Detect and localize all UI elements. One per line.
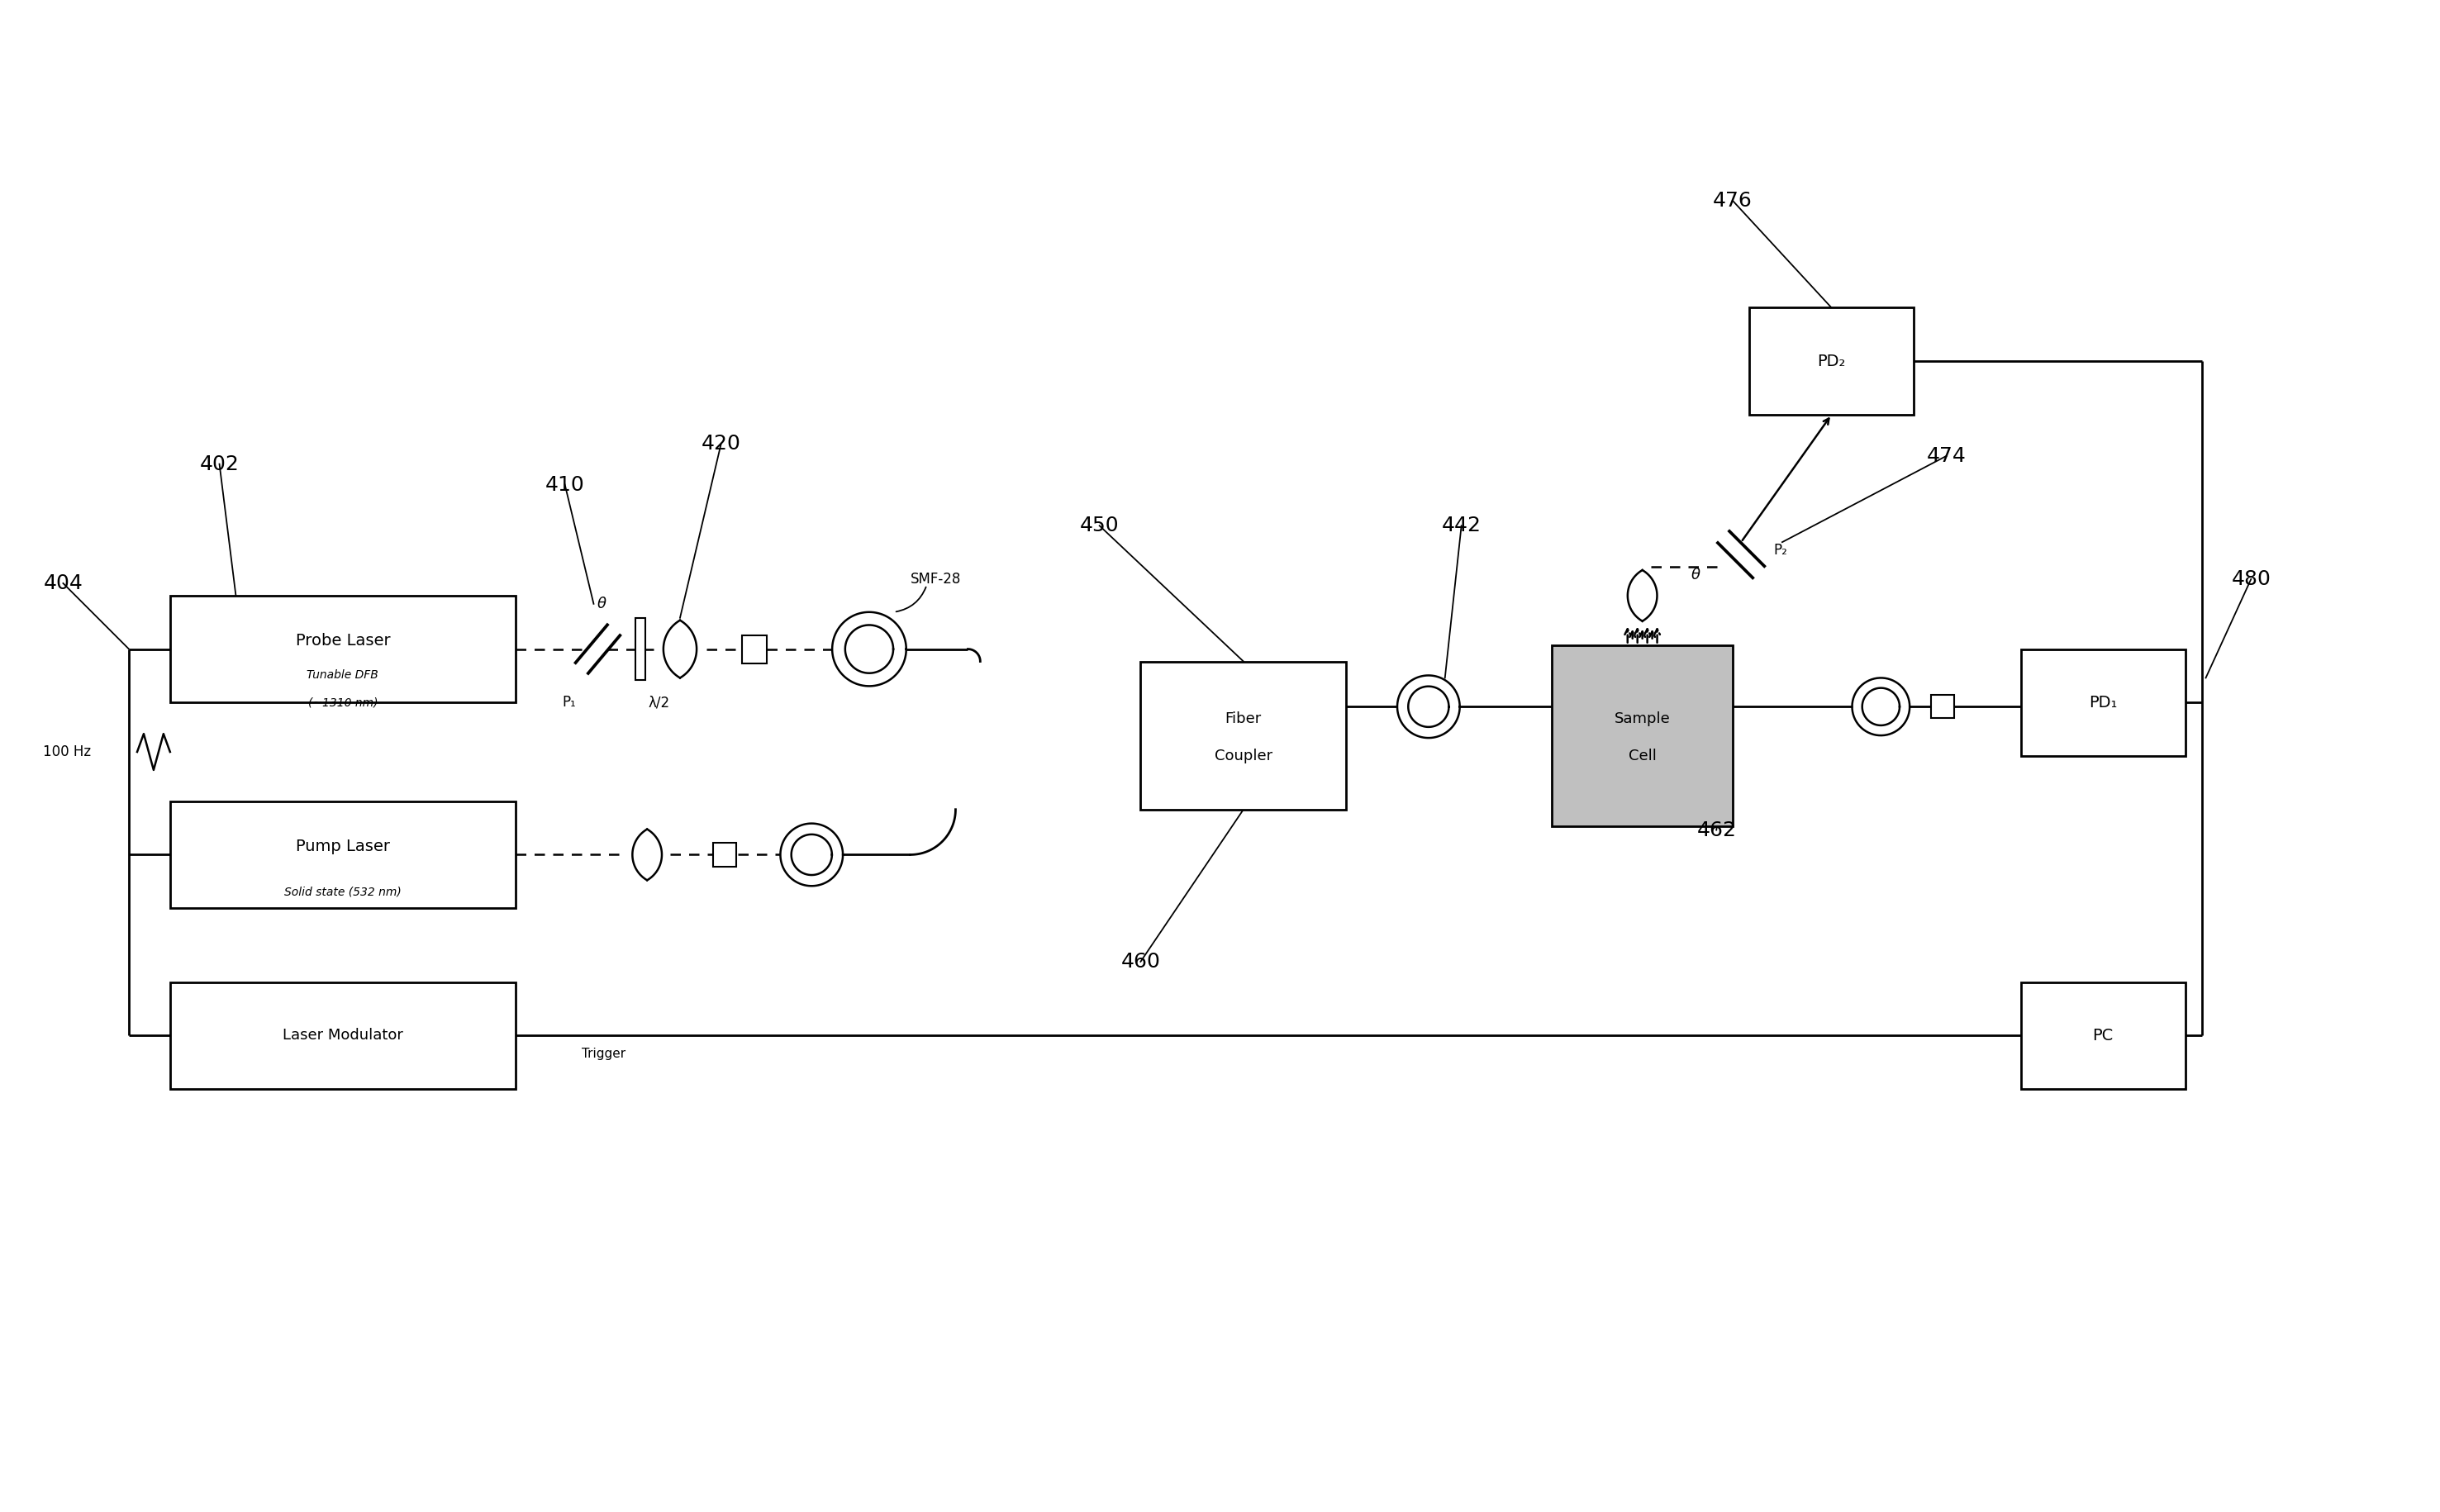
Text: 100 Hz: 100 Hz — [44, 744, 90, 759]
Text: λ/2: λ/2 — [649, 696, 669, 711]
FancyBboxPatch shape — [1552, 646, 1732, 826]
FancyBboxPatch shape — [742, 635, 766, 664]
Text: 410: 410 — [544, 475, 586, 494]
Text: 476: 476 — [1713, 191, 1752, 210]
Text: 420: 420 — [700, 434, 742, 454]
Text: P₁: P₁ — [561, 696, 576, 711]
Text: 404: 404 — [44, 573, 83, 593]
Text: Tunable DFB: Tunable DFB — [307, 670, 378, 682]
Text: $\theta$: $\theta$ — [1691, 567, 1701, 582]
Text: (~1310 nm): (~1310 nm) — [307, 697, 378, 708]
Text: 480: 480 — [2230, 569, 2272, 590]
FancyBboxPatch shape — [171, 596, 515, 703]
FancyBboxPatch shape — [2020, 983, 2186, 1089]
Text: PD₁: PD₁ — [2089, 694, 2118, 711]
Text: 402: 402 — [200, 454, 239, 473]
FancyBboxPatch shape — [634, 618, 647, 680]
Text: SMF-28: SMF-28 — [910, 572, 961, 587]
FancyBboxPatch shape — [171, 983, 515, 1089]
Text: Solid state (532 nm): Solid state (532 nm) — [283, 886, 400, 898]
Text: PC: PC — [2094, 1028, 2113, 1043]
Text: $\theta$: $\theta$ — [598, 596, 608, 611]
Text: P₂: P₂ — [1774, 543, 1789, 558]
FancyBboxPatch shape — [712, 842, 737, 866]
Text: Sample: Sample — [1615, 712, 1671, 726]
Text: 460: 460 — [1120, 951, 1161, 972]
Text: Trigger: Trigger — [581, 1048, 625, 1060]
FancyBboxPatch shape — [1930, 696, 1954, 718]
Text: Coupler: Coupler — [1215, 748, 1271, 764]
Text: 442: 442 — [1442, 516, 1481, 535]
Text: 474: 474 — [1928, 446, 1967, 466]
FancyBboxPatch shape — [1749, 308, 1913, 414]
FancyBboxPatch shape — [1139, 661, 1347, 809]
Text: PD₂: PD₂ — [1818, 354, 1845, 369]
Text: Pump Laser: Pump Laser — [295, 839, 390, 854]
Text: Fiber: Fiber — [1225, 712, 1261, 726]
FancyBboxPatch shape — [171, 801, 515, 909]
Text: 450: 450 — [1081, 516, 1120, 535]
Text: 462: 462 — [1696, 820, 1737, 841]
Text: Probe Laser: Probe Laser — [295, 634, 390, 649]
Text: Laser Modulator: Laser Modulator — [283, 1028, 403, 1043]
Text: Cell: Cell — [1627, 748, 1657, 764]
FancyBboxPatch shape — [2020, 649, 2186, 756]
